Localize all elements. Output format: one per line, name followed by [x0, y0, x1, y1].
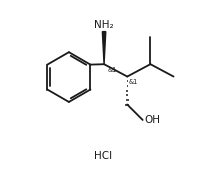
Text: &1: &1: [107, 67, 116, 73]
Text: &1: &1: [129, 79, 138, 85]
Polygon shape: [102, 32, 106, 64]
Text: HCl: HCl: [94, 151, 112, 161]
Text: OH: OH: [144, 115, 160, 125]
Text: NH₂: NH₂: [94, 20, 114, 30]
